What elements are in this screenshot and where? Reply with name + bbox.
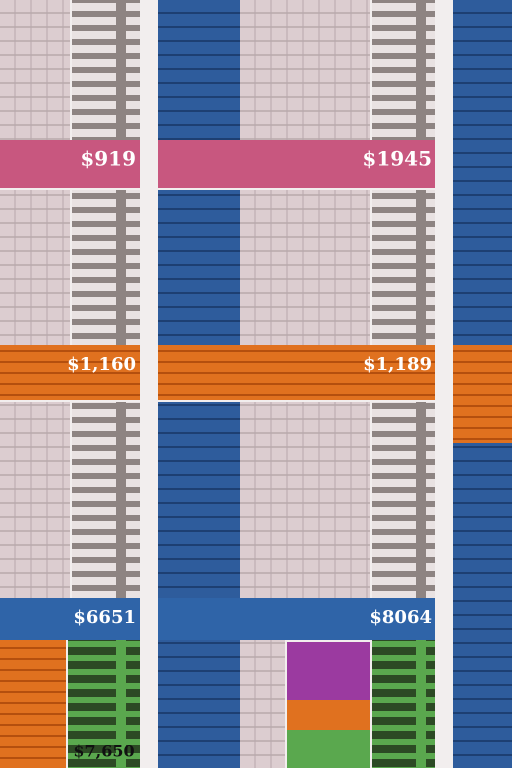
band-label: $8064 <box>369 607 432 628</box>
right-column <box>453 0 512 768</box>
band-label: $1,189 <box>363 354 432 375</box>
band-label: $919 <box>80 147 136 171</box>
middle-column <box>158 0 435 768</box>
band-label: $1945 <box>362 147 432 171</box>
band-label: $1,160 <box>67 354 136 375</box>
footer-label: $7,650 <box>73 742 134 761</box>
band-label: $6651 <box>73 607 136 628</box>
left-column <box>0 0 140 768</box>
